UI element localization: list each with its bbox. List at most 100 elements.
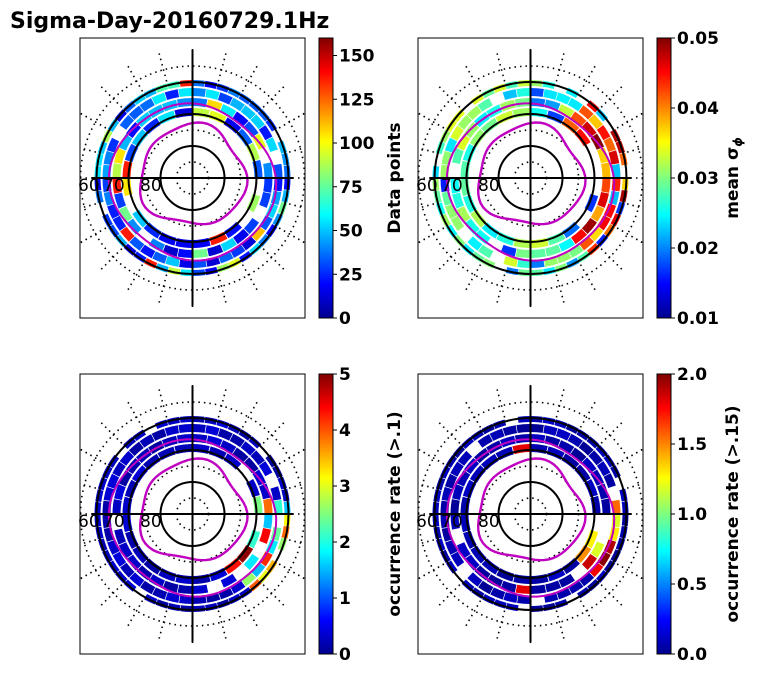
data-cell: [597, 147, 609, 164]
data-cell: [469, 129, 487, 147]
data-cell: [120, 226, 135, 242]
data-cell: [230, 580, 246, 594]
data-cell: [240, 441, 256, 456]
data-cell: [571, 228, 588, 245]
colorbar-tick-label: 150: [339, 47, 375, 67]
data-cell: [456, 542, 471, 559]
colorbar-label: mean σϕ: [723, 137, 745, 219]
data-cell: [112, 215, 127, 231]
ring-label: 80: [478, 512, 500, 532]
data-cell: [119, 114, 135, 130]
data-cell: [516, 88, 530, 98]
panel-2: 60 70 80 0.01 0.02 0.03 0.04 0.05 mean σϕ: [416, 29, 745, 329]
data-cell: [206, 435, 223, 448]
data-cell: [450, 178, 460, 194]
data-cell: [258, 125, 273, 141]
panel-1: 60 70 80 0 25 50 75 100 125 150 Data points: [78, 37, 405, 329]
data-cell: [450, 125, 464, 141]
data-cell: [597, 483, 609, 500]
data-cell: [177, 584, 193, 594]
data-cell: [517, 595, 531, 604]
data-cell: [561, 453, 580, 470]
data-cell: [143, 558, 162, 575]
data-cell: [588, 562, 604, 578]
data-cell: [558, 573, 575, 588]
contour-outer: [107, 438, 278, 598]
ring-label: 70: [103, 512, 125, 532]
data-cell: [112, 461, 126, 477]
data-cell: [112, 178, 122, 194]
contour-inner: [476, 457, 587, 562]
data-cells: [432, 80, 629, 276]
data-cell: [478, 580, 494, 595]
data-cell: [469, 465, 487, 483]
data-cell: [114, 528, 126, 545]
colorbar-tick-label: 1: [339, 589, 351, 609]
data-cell: [516, 424, 530, 434]
data-cell: [597, 551, 611, 567]
data-cell: [467, 236, 483, 251]
data-cell: [450, 551, 465, 567]
data-cell: [596, 125, 611, 141]
data-cell: [152, 587, 168, 600]
colorbar-tick-label: 0.0: [677, 645, 707, 665]
data-cell: [503, 256, 518, 267]
data-cell: [273, 178, 283, 192]
data-cell: [570, 111, 587, 127]
data-cell: [530, 88, 544, 97]
data-cell: [218, 587, 234, 600]
data-cell: [470, 545, 487, 564]
data-cell: [259, 528, 271, 544]
colorbar-gradient: [318, 373, 334, 655]
data-cell: [450, 461, 464, 477]
ring-label: 70: [441, 176, 463, 196]
contour-outer: [445, 102, 616, 262]
data-cell: [456, 470, 471, 487]
data-cell: [165, 592, 180, 603]
data-cell: [220, 440, 237, 454]
colorbar-tick-label: 0.05: [677, 29, 719, 49]
colorbar-tick-label: 0.04: [677, 99, 719, 119]
colorbar-tick-label: 100: [339, 134, 375, 154]
data-cell: [112, 551, 127, 567]
data-cell: [597, 192, 609, 208]
data-cell: [608, 150, 620, 165]
data-cell: [232, 111, 249, 127]
data-cell: [140, 580, 156, 595]
data-cell: [243, 554, 260, 571]
colorbar-tick-label: 3: [339, 477, 351, 497]
data-cell: [545, 580, 562, 593]
colorbar-1: 0 25 50 75 100 125 150 Data points: [318, 37, 405, 329]
data-cell: [258, 461, 273, 477]
data-cell: [581, 554, 598, 571]
data-cell: [555, 92, 571, 105]
data-cell: [259, 192, 271, 208]
data-cell: [236, 545, 254, 563]
data-cell: [588, 450, 603, 466]
contour-inner: [476, 121, 587, 226]
data-cell: [470, 209, 487, 228]
data-cell: [139, 98, 155, 112]
data-cell: [590, 205, 605, 222]
data-cell: [601, 162, 611, 178]
data-cell: [236, 128, 253, 147]
colorbar-tick-label: 0.03: [677, 169, 719, 189]
data-cell: [265, 137, 278, 153]
data-cell: [223, 453, 242, 470]
colorbar-tick-label: 1.5: [677, 435, 707, 455]
data-cell: [561, 117, 580, 134]
data-cell: [129, 236, 145, 251]
data-cell: [164, 89, 180, 101]
data-cell: [205, 425, 220, 436]
data-cell: [107, 203, 120, 219]
data-cell: [466, 105, 482, 121]
data-cell: [486, 574, 503, 588]
data-cell: [556, 251, 572, 264]
data-cell: [601, 498, 611, 514]
data-cell: [452, 148, 464, 164]
data-cell: [444, 137, 458, 153]
data-cell: [530, 424, 544, 433]
data-cell: [456, 134, 471, 151]
data-cell: [259, 215, 273, 231]
data-cell: [581, 121, 597, 138]
